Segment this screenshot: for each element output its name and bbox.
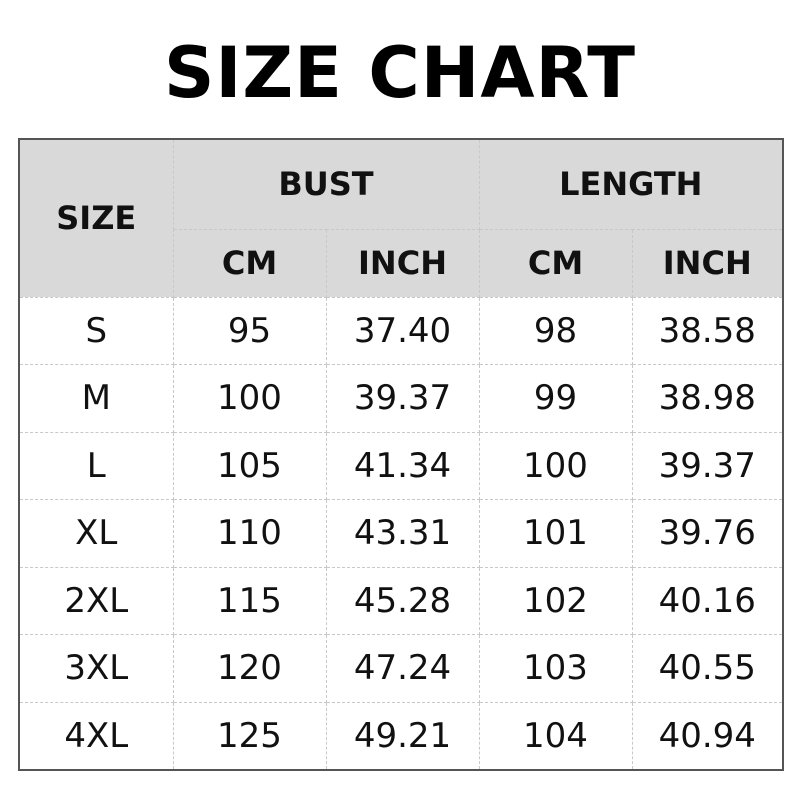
cell-bust-cm: 105 <box>172 431 327 500</box>
table-row: M 100 39.37 99 38.98 <box>18 364 784 433</box>
cell-length-cm: 104 <box>478 701 633 770</box>
cell-length-inch: 38.98 <box>631 364 784 433</box>
cell-length-inch: 40.55 <box>631 634 784 703</box>
subheader-length-cm: CM <box>478 228 633 298</box>
cell-length-inch: 40.94 <box>631 701 784 770</box>
cell-bust-cm: 125 <box>172 701 327 770</box>
table-row: 2XL 115 45.28 102 40.16 <box>18 566 784 635</box>
cell-length-cm: 102 <box>478 566 633 635</box>
cell-length-inch: 39.37 <box>631 431 784 500</box>
header-length: LENGTH <box>478 138 784 230</box>
header-size: SIZE <box>18 138 174 298</box>
table-row: 4XL 125 49.21 104 40.94 <box>18 701 784 770</box>
cell-length-cm: 101 <box>478 499 633 568</box>
cell-bust-inch: 43.31 <box>325 499 480 568</box>
table-row: XL 110 43.31 101 39.76 <box>18 499 784 568</box>
cell-length-inch: 38.58 <box>631 296 784 365</box>
cell-length-cm: 100 <box>478 431 633 500</box>
cell-size: XL <box>18 499 174 568</box>
cell-size: S <box>18 296 174 365</box>
table-row: S 95 37.40 98 38.58 <box>18 296 784 365</box>
subheader-length-inch: INCH <box>631 228 784 298</box>
cell-bust-inch: 37.40 <box>325 296 480 365</box>
cell-size: M <box>18 364 174 433</box>
cell-bust-inch: 45.28 <box>325 566 480 635</box>
cell-bust-inch: 49.21 <box>325 701 480 770</box>
cell-bust-cm: 100 <box>172 364 327 433</box>
cell-bust-inch: 47.24 <box>325 634 480 703</box>
cell-bust-cm: 120 <box>172 634 327 703</box>
cell-bust-cm: 110 <box>172 499 327 568</box>
cell-size: 4XL <box>18 701 174 770</box>
table-row: L 105 41.34 100 39.37 <box>18 431 784 500</box>
header-bust: BUST <box>172 138 480 230</box>
cell-length-cm: 103 <box>478 634 633 703</box>
page-title: SIZE CHART <box>163 32 637 114</box>
table-row: 3XL 120 47.24 103 40.55 <box>18 634 784 703</box>
cell-bust-cm: 115 <box>172 566 327 635</box>
subheader-bust-inch: INCH <box>325 228 480 298</box>
cell-length-cm: 99 <box>478 364 633 433</box>
size-table: SIZE BUST LENGTH CM INCH CM INCH S 95 37.4… <box>18 138 784 771</box>
cell-bust-inch: 39.37 <box>325 364 480 433</box>
cell-bust-cm: 95 <box>172 296 327 365</box>
cell-size: 2XL <box>18 566 174 635</box>
cell-size: 3XL <box>18 634 174 703</box>
cell-length-cm: 98 <box>478 296 633 365</box>
cell-size: L <box>18 431 174 500</box>
subheader-bust-cm: CM <box>172 228 327 298</box>
cell-length-inch: 40.16 <box>631 566 784 635</box>
cell-bust-inch: 41.34 <box>325 431 480 500</box>
cell-length-inch: 39.76 <box>631 499 784 568</box>
